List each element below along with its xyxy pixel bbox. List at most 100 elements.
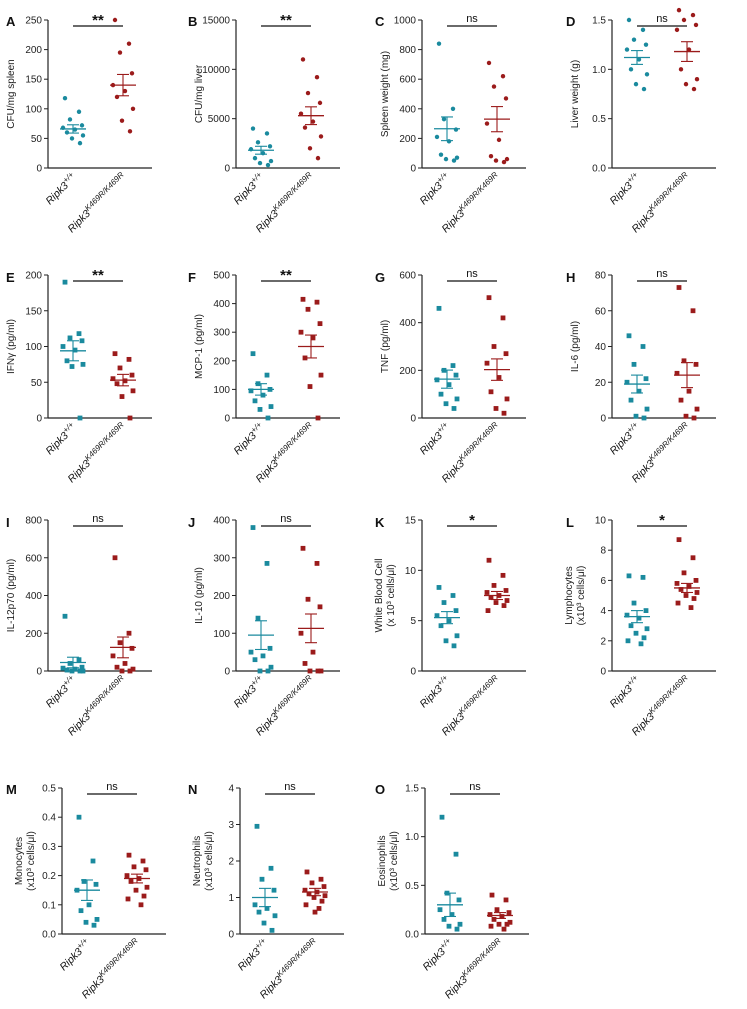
y-tick-label: 0: [600, 414, 606, 425]
panel-letter: F: [188, 270, 196, 285]
data-point: [627, 333, 632, 338]
y-tick-label: 40: [595, 342, 607, 353]
x-tick-label: Ripk3+/+: [42, 420, 79, 457]
data-point: [675, 581, 680, 586]
data-point: [454, 852, 459, 857]
x-tick-label: Ripk3K469R/K469R: [252, 170, 317, 235]
data-point: [126, 897, 131, 902]
data-point: [268, 646, 273, 651]
y-tick-label: 400: [213, 299, 230, 310]
data-point: [632, 38, 636, 42]
x-tick-label: Ripk3K469R/K469R: [64, 420, 129, 485]
data-point: [68, 336, 73, 341]
y-tick-label: 100: [25, 104, 42, 115]
data-point: [318, 321, 323, 326]
data-point: [634, 631, 639, 636]
y-axis-label-unit: (x 10³ cells/μl): [386, 564, 397, 626]
data-point: [439, 392, 444, 397]
data-point: [130, 71, 134, 75]
y-tick-label: 600: [399, 75, 416, 86]
y-tick-label: 100: [213, 629, 230, 640]
panel-d: D0.00.51.01.5Liver weight (g)nsRipk3+/+R…: [566, 8, 716, 235]
x-tick-label: Ripk3+/+: [416, 420, 453, 457]
panel-letter: A: [6, 14, 16, 29]
data-point: [260, 877, 265, 882]
panel-l: L0246810Lymphocytes (x10³ cells/μl)*Ripk3…: [564, 512, 716, 738]
y-axis-label: IFNγ (pg/ml): [6, 319, 17, 374]
data-point: [256, 140, 260, 144]
data-point: [304, 902, 309, 907]
panel-b: B050001000015000CFU/mg liver**Ripk3+/+Ri…: [188, 12, 340, 235]
data-point: [255, 824, 260, 829]
y-tick-label: 0: [36, 667, 42, 678]
panel-e: E 0 50 100 150 200 IFNγ (pg/ml) ** Ripk3+/+Ripk3…: [6, 267, 152, 485]
data-point: [128, 129, 132, 133]
y-axis-label: White Blood Cell: [374, 559, 385, 633]
y-tick-label: 10: [595, 516, 607, 527]
data-point: [251, 525, 256, 530]
data-point: [644, 42, 648, 46]
y-tick-label: 0.2: [42, 871, 56, 882]
data-point: [675, 28, 679, 32]
y-axis-label-unit: (x10³ cells/μl): [204, 831, 215, 891]
data-point: [487, 61, 491, 65]
data-point: [313, 910, 318, 915]
data-point: [303, 125, 307, 129]
y-tick-label: 1.5: [405, 784, 419, 795]
data-point: [65, 130, 69, 134]
data-point: [454, 608, 459, 613]
panel-letter: G: [375, 270, 385, 285]
data-point: [454, 127, 458, 131]
data-point: [310, 881, 315, 886]
data-point: [134, 888, 139, 893]
figure-panels: A050100150200250CFU/mg spleen**Ripk3+/+R…: [0, 0, 747, 1009]
panel-letter: N: [188, 782, 197, 797]
y-tick-label: 600: [399, 271, 416, 282]
data-point: [127, 357, 132, 362]
y-tick-label: 15: [405, 516, 417, 527]
y-tick-label: 0: [410, 667, 416, 678]
x-tick-label: Ripk3+/+: [230, 673, 267, 710]
y-axis-label: TNF (pg/ml): [380, 320, 391, 373]
y-axis-label-unit: (x10³ cells/μl): [389, 831, 400, 891]
panel-n: N 0 1 2 3 4 Neutrophils (x10³ cells/μl) ns Ripk3+…: [188, 781, 344, 1001]
x-tick-label: Ripk3K469R/K469R: [438, 420, 503, 485]
significance-label: ns: [466, 268, 478, 280]
y-tick-label: 50: [31, 378, 43, 389]
data-point: [502, 411, 507, 416]
y-axis-label: IL-12p70 (pg/ml): [6, 559, 17, 632]
data-point: [301, 297, 306, 302]
data-point: [272, 888, 277, 893]
data-point: [695, 407, 700, 412]
significance-label: ns: [466, 13, 478, 25]
y-tick-label: 400: [399, 104, 416, 115]
y-tick-label: 250: [25, 16, 42, 27]
data-point: [492, 344, 497, 349]
x-tick-label: Ripk3+/+: [42, 170, 79, 207]
data-point: [70, 136, 74, 140]
data-point: [679, 398, 684, 403]
x-tick-label: Ripk3+/+: [606, 420, 643, 457]
data-point: [139, 902, 144, 907]
data-point: [249, 650, 254, 655]
data-point: [679, 67, 683, 71]
y-tick-label: 4: [600, 606, 606, 617]
data-point: [627, 573, 632, 578]
data-point: [269, 159, 273, 163]
data-point: [641, 28, 645, 32]
data-point: [128, 669, 133, 674]
data-point: [306, 91, 310, 95]
data-point: [269, 404, 274, 409]
data-point: [258, 407, 263, 412]
data-point: [251, 351, 256, 356]
data-point: [495, 907, 500, 912]
data-point: [266, 669, 271, 674]
data-point: [253, 657, 258, 662]
panel-letter: D: [566, 14, 575, 29]
data-point: [81, 362, 86, 367]
data-point: [505, 598, 510, 603]
data-point: [315, 75, 319, 79]
data-point: [127, 41, 131, 45]
y-tick-label: 150: [25, 306, 42, 317]
data-point: [87, 902, 92, 907]
